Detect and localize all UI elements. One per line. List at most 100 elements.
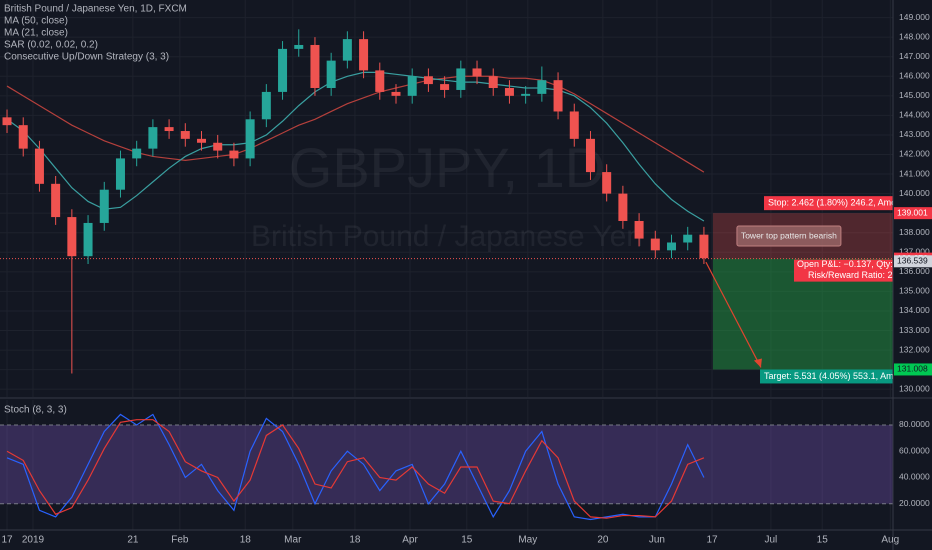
- label-box: [760, 369, 900, 384]
- candle-body: [407, 76, 417, 96]
- price-tag: [894, 207, 932, 220]
- candle-body: [18, 125, 28, 149]
- candle-body: [148, 127, 158, 149]
- y-tick-label: 136.000: [899, 266, 930, 276]
- stoch-line: [6, 419, 705, 519]
- indicator-title: Stoch (8, 3, 3): [4, 405, 67, 416]
- x-tick-label: 17: [706, 535, 718, 546]
- target-label: Target: 5.531 (4.05%) 553.1, Amou: [764, 371, 904, 381]
- time-axis: [0, 530, 932, 550]
- candle-body: [488, 76, 498, 89]
- price-tag: [894, 255, 932, 268]
- y-tick-label: 140.000: [899, 188, 930, 198]
- price-tag-label: 131.008: [897, 364, 928, 374]
- x-tick-label: Jul: [765, 535, 778, 546]
- y-tick-label: 146.000: [899, 71, 930, 81]
- label-box: [794, 259, 904, 282]
- candle-body: [585, 138, 595, 173]
- candle-body: [310, 44, 320, 89]
- annotation: Tower top pattern bearish: [741, 230, 837, 240]
- candle-body: [99, 189, 109, 223]
- label-box: [764, 196, 904, 211]
- y-tick-label: 144.000: [899, 110, 930, 120]
- candle-body: [132, 148, 142, 159]
- pnl-label: Open P&L: −0.137, Qty: 1(: [797, 259, 903, 269]
- chart-title: British Pound / Japanese Yen, 1D, FXCM: [4, 4, 187, 15]
- legend-entry: Consecutive Up/Down Strategy (3, 3): [4, 52, 169, 63]
- candle-body: [51, 183, 61, 218]
- x-tick-label: Mar: [284, 535, 302, 546]
- legend-entry: SAR (0.02, 0.02, 0.2): [4, 40, 98, 51]
- candle-body: [83, 222, 93, 257]
- candle-body: [164, 127, 174, 132]
- candle-body: [602, 172, 612, 194]
- y-tick-label: 142.000: [899, 149, 930, 159]
- x-tick-label: 2019: [22, 535, 45, 546]
- price-tag-label: 136.539: [897, 256, 928, 266]
- candle-body: [553, 80, 563, 112]
- y-tick-label: 143.000: [899, 129, 930, 139]
- x-tick-label: 18: [349, 535, 361, 546]
- candle-body: [521, 93, 531, 96]
- moving-average: [6, 75, 705, 173]
- y-tick-label: 60.0000: [899, 445, 930, 455]
- candle-body: [326, 60, 336, 89]
- y-tick-label: 134.000: [899, 305, 930, 315]
- legend-entry: MA (50, close): [4, 16, 68, 27]
- candle-body: [294, 44, 304, 49]
- candle-body: [359, 39, 369, 71]
- y-tick-label: 80.0000: [899, 419, 930, 429]
- candle-body: [213, 142, 223, 151]
- x-tick-label: May: [518, 535, 537, 546]
- y-tick-label: 132.000: [899, 344, 930, 354]
- x-tick-label: 17: [1, 535, 13, 546]
- x-tick-label: Jun: [649, 535, 665, 546]
- price-axis: [893, 0, 932, 550]
- y-tick-label: 148.000: [899, 31, 930, 41]
- price-tag: [894, 363, 932, 376]
- arrowhead: [753, 358, 762, 368]
- candle-body: [115, 158, 125, 190]
- moving-average: [6, 71, 705, 222]
- candle-body: [650, 238, 660, 251]
- arrow: [705, 261, 762, 368]
- y-tick-label: 133.000: [899, 325, 930, 335]
- y-tick-label: 141.000: [899, 168, 930, 178]
- y-tick-label: 145.000: [899, 90, 930, 100]
- price-tag-label: 139.001: [897, 207, 928, 217]
- y-tick-label: 149.000: [899, 12, 930, 22]
- candle-body: [2, 117, 12, 126]
- y-tick-label: 135.000: [899, 286, 930, 296]
- stop-label: Stop: 2.462 (1.80%) 246.2, Amou: [768, 198, 901, 208]
- x-tick-label: 21: [127, 535, 139, 546]
- candle-body: [197, 138, 207, 143]
- candle-body: [440, 84, 450, 90]
- candle-body: [245, 119, 255, 159]
- x-tick-label: 15: [817, 535, 829, 546]
- x-tick-label: 20: [597, 535, 609, 546]
- candle-body: [667, 242, 677, 251]
- x-tick-label: 18: [240, 535, 252, 546]
- candle-body: [423, 76, 433, 85]
- candle-body: [537, 80, 547, 94]
- candle-body: [683, 234, 693, 243]
- candle-body: [504, 88, 514, 96]
- candle-body: [618, 193, 628, 221]
- candle-body: [278, 48, 288, 92]
- ratio-label: Risk/Reward Ratio: 2.25: [808, 270, 905, 280]
- candle-body: [391, 91, 401, 96]
- candle-body: [456, 68, 466, 90]
- y-tick-label: 40.0000: [899, 472, 930, 482]
- candle-body: [34, 148, 44, 184]
- y-tick-label: 137.000: [899, 247, 930, 257]
- candle-body: [342, 39, 352, 61]
- x-tick-label: 15: [461, 535, 473, 546]
- candle-body: [229, 150, 239, 159]
- watermark: GBPJPY, 1D: [289, 136, 605, 199]
- y-tick-label: 147.000: [899, 51, 930, 61]
- stoch-line: [6, 413, 705, 521]
- x-tick-label: Feb: [171, 535, 189, 546]
